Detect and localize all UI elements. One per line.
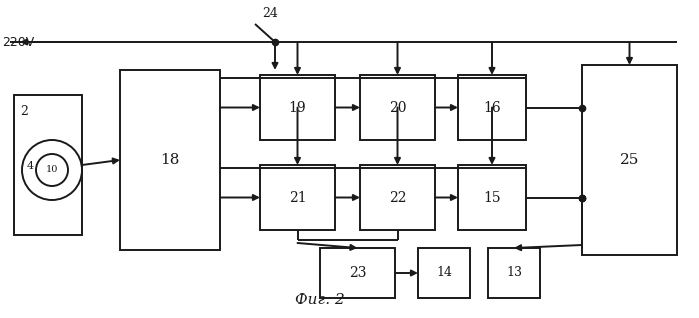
Bar xyxy=(14,95,82,235)
Bar xyxy=(582,65,677,255)
Bar xyxy=(260,165,335,230)
Bar xyxy=(120,70,220,250)
Text: 20: 20 xyxy=(389,100,406,114)
Text: 23: 23 xyxy=(349,266,366,280)
Text: 24: 24 xyxy=(262,7,278,20)
Text: 19: 19 xyxy=(289,100,306,114)
Text: 13: 13 xyxy=(506,266,522,280)
Bar xyxy=(458,165,526,230)
Bar xyxy=(260,75,335,140)
Bar xyxy=(360,165,435,230)
Text: 14: 14 xyxy=(436,266,452,280)
Text: 21: 21 xyxy=(289,190,306,204)
Bar xyxy=(488,248,540,298)
Text: 25: 25 xyxy=(620,153,639,167)
Bar xyxy=(320,248,395,298)
Text: 22: 22 xyxy=(389,190,406,204)
Text: 10: 10 xyxy=(46,165,58,175)
Bar xyxy=(458,75,526,140)
Bar xyxy=(418,248,470,298)
Text: Фиг. 2: Фиг. 2 xyxy=(294,293,345,307)
Text: 18: 18 xyxy=(160,153,180,167)
Text: 2: 2 xyxy=(20,105,28,118)
Text: 15: 15 xyxy=(483,190,500,204)
Text: 4: 4 xyxy=(27,161,34,171)
Text: 16: 16 xyxy=(483,100,500,114)
Text: 220V: 220V xyxy=(2,36,34,49)
Bar xyxy=(360,75,435,140)
